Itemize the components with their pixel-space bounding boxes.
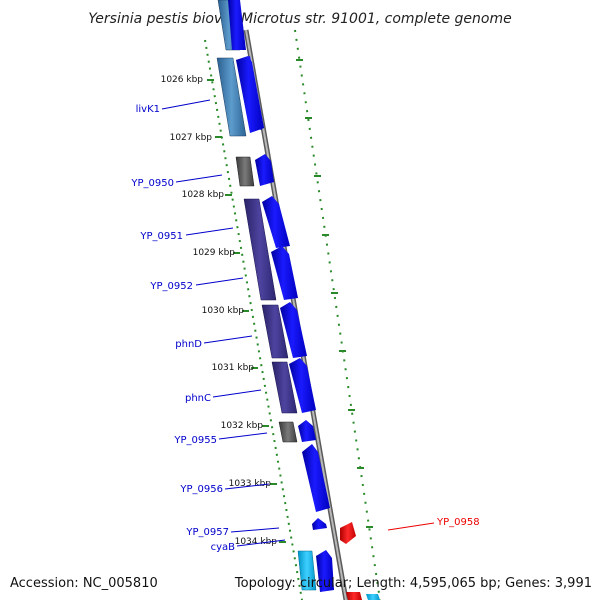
gene-label-red: YP_0958 xyxy=(436,517,480,528)
inner-major-ticks xyxy=(207,79,286,543)
gene-labels: livK1 YP_0950 YP_0951 YP_0952 phnD phnC … xyxy=(130,104,479,553)
gene-label: YP_0957 xyxy=(185,527,229,538)
gene-label: YP_0950 xyxy=(130,178,174,189)
outer-tick-track xyxy=(294,29,381,600)
kbp-label: 1031 kbp xyxy=(212,363,255,373)
kbp-label: 1034 kbp xyxy=(235,537,278,547)
kbp-labels: 1026 kbp 1027 kbp 1028 kbp 1029 kbp 1030… xyxy=(161,75,278,547)
gene-label: livK1 xyxy=(136,104,160,115)
kbp-label: 1030 kbp xyxy=(202,306,245,316)
callout-lines xyxy=(161,99,435,547)
red-gene-arrow xyxy=(340,522,380,600)
kbp-label: 1026 kbp xyxy=(161,75,204,85)
accession-text: Accession: NC_005810 xyxy=(10,576,158,591)
gene-label: YP_0956 xyxy=(179,484,223,495)
outer-major-ticks xyxy=(296,59,373,528)
gene-label: YP_0952 xyxy=(149,281,193,292)
kbp-label: 1033 kbp xyxy=(229,479,272,489)
gene-label: cyaB xyxy=(211,542,236,553)
gene-label: YP_0951 xyxy=(139,231,183,242)
kbp-label: 1028 kbp xyxy=(182,190,225,200)
kbp-label: 1032 kbp xyxy=(221,421,264,431)
genome-summary-text: Topology: circular; Length: 4,595,065 bp… xyxy=(234,576,592,591)
gene-label: YP_0955 xyxy=(173,435,217,446)
kbp-label: 1027 kbp xyxy=(170,133,213,143)
map-title: Yersinia pestis biovar Microtus str. 910… xyxy=(88,11,511,27)
gene-label: phnC xyxy=(185,393,211,404)
gene-arrows xyxy=(228,0,334,592)
gene-label: phnD xyxy=(175,339,202,350)
kbp-label: 1029 kbp xyxy=(193,248,236,258)
feature-track xyxy=(216,0,317,591)
